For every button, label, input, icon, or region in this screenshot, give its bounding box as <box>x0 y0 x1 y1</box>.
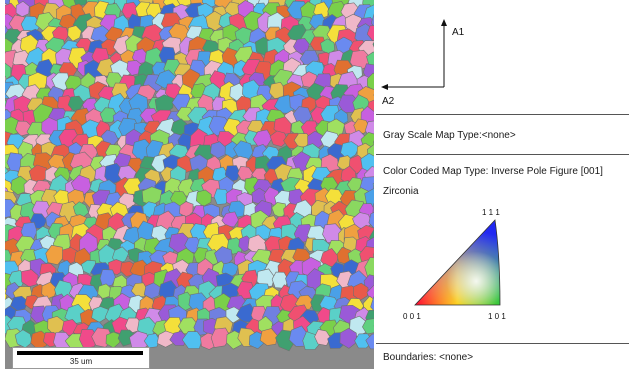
scale-bar <box>17 351 143 355</box>
grain <box>372 41 374 48</box>
grain <box>195 189 212 207</box>
divider <box>376 114 629 115</box>
a2-label: A2 <box>382 96 395 107</box>
grain <box>372 252 374 258</box>
grain <box>370 13 374 28</box>
grain <box>365 333 374 350</box>
ipf-corner-111: 1 1 1 <box>482 208 500 217</box>
divider <box>376 154 629 155</box>
boundaries-label: Boundaries: <none> <box>383 352 474 363</box>
grain <box>372 182 374 192</box>
grain <box>30 330 49 351</box>
phase-name: Zirconia <box>383 186 419 197</box>
a2-arrowhead-icon <box>381 84 388 90</box>
grain <box>366 72 374 92</box>
grain <box>269 130 289 147</box>
ipf-triangle-outline <box>414 219 501 306</box>
grain <box>366 25 374 41</box>
grain <box>221 211 239 228</box>
grain <box>99 107 118 123</box>
ipf-corner-101: 1 0 1 <box>488 312 506 321</box>
grain <box>67 25 82 42</box>
ipf-corner-001: 0 0 1 <box>403 312 421 321</box>
divider <box>376 343 629 344</box>
grain <box>320 38 336 55</box>
grain <box>314 329 331 346</box>
grain <box>130 282 148 298</box>
ipf-color-key: 1 1 1 0 0 1 1 0 1 <box>403 208 506 321</box>
grain <box>256 268 275 289</box>
color-coded-map-type: Color Coded Map Type: Inverse Pole Figur… <box>383 166 603 177</box>
grain <box>236 281 255 300</box>
scale-bar-label: 35 um <box>69 357 93 366</box>
grain <box>368 211 374 229</box>
grain <box>105 331 122 349</box>
ebsd-orientation-map <box>5 0 374 369</box>
grain <box>210 141 226 159</box>
grain <box>8 270 26 288</box>
grain <box>181 331 203 349</box>
grain <box>58 13 77 31</box>
gray-scale-map-type: Gray Scale Map Type:<none> <box>383 130 516 141</box>
grain <box>372 139 374 144</box>
grain <box>259 328 278 346</box>
grain <box>210 327 232 348</box>
grain <box>10 295 29 312</box>
grain <box>372 203 374 215</box>
grain <box>67 95 85 112</box>
scale-bar-box: 35 um <box>12 347 150 369</box>
grain <box>370 296 374 312</box>
grain <box>5 62 12 81</box>
a1-label: A1 <box>452 27 465 38</box>
sample-axes: A1 A2 <box>381 19 465 107</box>
a1-arrowhead-icon <box>441 19 447 26</box>
grain-mosaic <box>5 0 374 352</box>
grain <box>15 0 30 18</box>
